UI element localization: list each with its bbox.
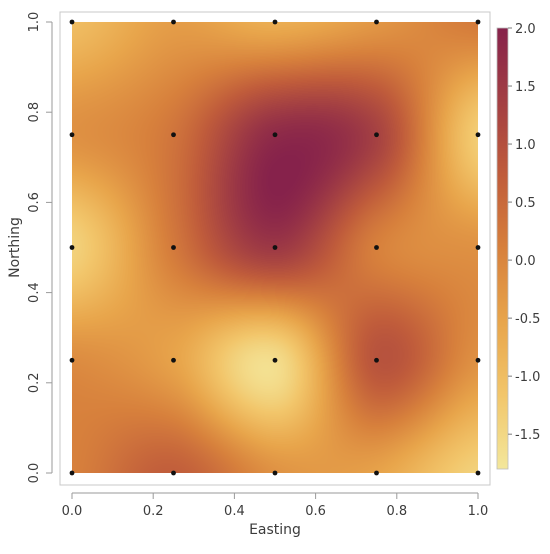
- sample-point: [171, 357, 176, 363]
- y-tick-label: 0.0: [27, 463, 42, 484]
- sample-point: [374, 132, 379, 138]
- x-tick-label: 0.4: [224, 504, 245, 519]
- sample-point: [475, 245, 481, 250]
- sample-point: [374, 19, 379, 25]
- sample-point: [69, 245, 75, 250]
- colorbar-tick-label: -1.0: [515, 370, 540, 385]
- y-tick-label: 0.2: [27, 372, 42, 393]
- colorbar-gradient: [496, 27, 509, 470]
- x-tick-label: 0.0: [62, 504, 83, 519]
- sample-point: [171, 19, 176, 25]
- sample-point: [171, 470, 176, 476]
- sample-point: [272, 245, 278, 250]
- sample-points: [69, 19, 481, 476]
- sample-point: [475, 19, 481, 25]
- colorbar: 2.0 1.5 1.0 0.5 0.0 -0.5 -1.0 -1.5: [496, 22, 540, 470]
- x-tick-label: 1.0: [468, 504, 489, 519]
- sample-point: [272, 357, 278, 363]
- x-tick-label: 0.6: [305, 504, 326, 519]
- y-tick-label: 0.8: [27, 102, 42, 123]
- plot-frame: [59, 11, 491, 486]
- sample-point: [171, 132, 176, 138]
- sample-point: [69, 470, 75, 476]
- sample-point: [475, 357, 481, 363]
- sample-point: [171, 245, 176, 250]
- sample-point: [69, 132, 75, 138]
- y-tick-label: 1.0: [27, 12, 42, 33]
- sample-point: [272, 470, 278, 476]
- sample-point: [374, 245, 379, 250]
- colorbar-tick-label: 2.0: [515, 22, 536, 37]
- colorbar-tick-label: 1.5: [515, 80, 536, 95]
- sample-point: [475, 132, 481, 138]
- colorbar-tick-label: -1.5: [515, 428, 540, 443]
- x-tick-label: 0.2: [143, 504, 164, 519]
- sample-point: [374, 357, 379, 363]
- sample-point: [69, 357, 75, 363]
- colorbar-tick-label: 0.0: [515, 254, 536, 269]
- x-axis-label: Easting: [249, 522, 301, 538]
- x-tick-label: 0.8: [386, 504, 407, 519]
- y-tick-label: 0.4: [27, 282, 42, 303]
- colorbar-tick-label: -0.5: [515, 312, 540, 327]
- y-tick-label: 0.6: [27, 192, 42, 213]
- sample-point: [69, 19, 75, 25]
- sample-point: [374, 470, 379, 476]
- plot-area: [59, 11, 491, 486]
- y-axis: 0.0 0.2 0.4 0.6 0.8 1.0: [27, 12, 53, 484]
- colorbar-tick-label: 1.0: [515, 138, 536, 153]
- x-axis: 0.0 0.2 0.4 0.6 0.8 1.0: [62, 492, 489, 519]
- colorbar-ticks: 2.0 1.5 1.0 0.5 0.0 -0.5 -1.0 -1.5: [508, 22, 540, 443]
- colorbar-tick-label: 0.5: [515, 196, 536, 211]
- sample-point: [272, 132, 278, 138]
- y-axis-label: Northing: [7, 217, 23, 278]
- sample-point: [475, 470, 481, 476]
- sample-point: [272, 19, 278, 25]
